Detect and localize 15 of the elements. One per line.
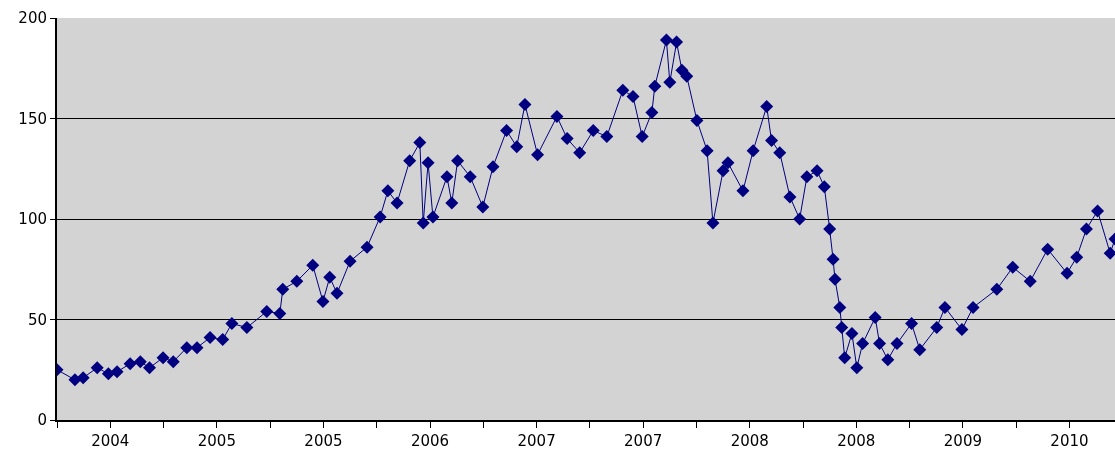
x-tick-label: 2007 [517, 432, 556, 450]
x-tick-label: 2008 [730, 432, 769, 450]
x-tick-label: 2004 [91, 432, 130, 450]
y-tick-label: 150 [18, 109, 47, 128]
x-tick-label: 2005 [197, 432, 236, 450]
x-tick-label: 2009 [943, 432, 982, 450]
y-tick-label: 0 [37, 411, 47, 430]
y-tick-label: 200 [18, 9, 47, 28]
x-tick-label: 2006 [410, 432, 450, 450]
y-tick-label: 100 [18, 210, 47, 229]
x-tick-label: 2005 [304, 432, 343, 450]
y-tick-label: 50 [27, 310, 47, 329]
x-tick-label: 2007 [624, 432, 663, 450]
x-tick-label: 2010 [1050, 432, 1089, 450]
x-tick-label: 2008 [837, 432, 876, 450]
